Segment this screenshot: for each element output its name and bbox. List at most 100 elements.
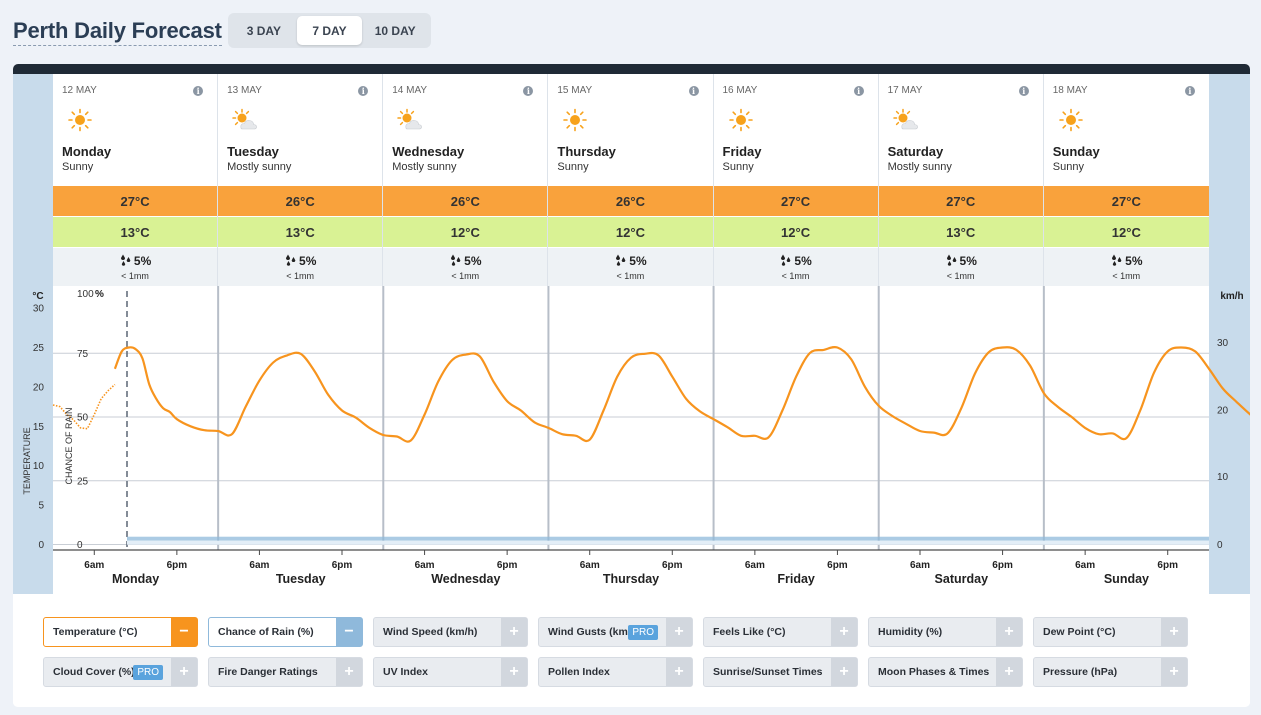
legend-wind-gusts-km-h[interactable]: Wind Gusts (km/h) PRO + [538,617,693,647]
rain-chance-line [127,536,1209,541]
x-tick-label: 6pm [1157,560,1178,571]
rain-drops-icon [945,254,960,268]
x-day-label: Wednesday [431,572,500,586]
x-day-label: Monday [112,572,159,586]
day-date: 14 MAY [392,85,428,96]
add-series-button[interactable]: + [501,658,527,686]
min-temperature: 12°C [383,217,548,247]
legend-humidity[interactable]: Humidity (%) + [868,617,1023,647]
x-tick-label: 6pm [827,560,848,571]
sun-icon [728,108,754,132]
legend-dew-point-c[interactable]: Dew Point (°C) + [1033,617,1188,647]
rain-chance-value: 5% [629,254,647,268]
info-icon[interactable]: i [1184,86,1195,96]
add-series-button[interactable]: + [831,658,857,686]
legend-label: Fire Danger Ratings [218,666,318,678]
rain-unit-label: % [95,289,104,300]
day-column-thursday[interactable]: 15 MAY i Thursday Sunny 26°C 12°C 5% < 1mm [548,74,714,287]
x-tick-label: 6pm [167,560,188,571]
range-10-day-button[interactable]: 10 DAY [374,23,416,38]
temperature-tick-label: 20 [33,382,45,393]
day-date: 18 MAY [1052,85,1088,96]
legend-temperature-c[interactable]: Temperature (°C) − [43,617,198,647]
legend-label: Feels Like (°C) [713,626,786,638]
day-description: Mostly sunny [227,161,292,173]
legend-chance-of-rain[interactable]: Chance of Rain (%) − [208,617,363,647]
rain-chance-value: 5% [794,254,812,268]
day-date: 17 MAY [887,85,923,96]
legend-wind-speed-km-h[interactable]: Wind Speed (km/h) + [373,617,528,647]
x-tick-label: 6am [84,560,104,571]
rain-chance: 5% [218,254,382,268]
day-column-sunday[interactable]: 18 MAY i Sunday Sunny 27°C 12°C 5% < 1mm [1043,74,1209,287]
day-column-monday[interactable]: 12 MAY i Monday Sunny 27°C 13°C 5% < 1mm [53,74,219,287]
legend-cloud-cover[interactable]: Cloud Cover (%) PRO + [43,657,198,687]
temperature-axis-title: TEMPERATURE [22,427,32,494]
x-tick-label: 6am [745,560,765,571]
left-scroll-strip[interactable] [13,74,53,594]
add-series-button[interactable]: + [831,618,857,646]
x-tick-label: 6am [1075,560,1095,571]
add-series-button[interactable]: + [666,658,692,686]
add-series-button[interactable]: + [996,658,1022,686]
legend-label: Cloud Cover (%) [53,666,135,678]
rain-summary: 5% < 1mm [218,248,383,287]
max-temperature: 27°C [878,186,1043,216]
add-series-button[interactable]: + [1161,618,1187,646]
day-column-friday[interactable]: 16 MAY i Friday Sunny 27°C 12°C 5% < 1mm [713,74,879,287]
day-description: Sunny [722,161,754,173]
right-scroll-strip[interactable] [1209,74,1250,594]
legend-pollen-index[interactable]: Pollen Index + [538,657,693,687]
rain-chance-value: 5% [1125,254,1143,268]
x-day-label: Tuesday [276,572,326,586]
add-series-button[interactable]: + [666,618,692,646]
day-description: Mostly sunny [887,161,952,173]
remove-series-button[interactable]: − [171,618,197,646]
legend-feels-like-c[interactable]: Feels Like (°C) + [703,617,858,647]
legend-uv-index[interactable]: UV Index + [373,657,528,687]
x-tick-label: 6pm [332,560,353,571]
add-series-button[interactable]: + [501,618,527,646]
day-column-tuesday[interactable]: 13 MAY i Tuesday Mostly sunny 26°C 13°C 5% < 1m… [218,74,384,287]
add-series-button[interactable]: + [171,658,197,686]
day-column-wednesday[interactable]: 14 MAY i Wednesday Mostly sunny 26°C 12°C 5% < … [383,74,549,287]
x-tick-label: 6am [249,560,269,571]
legend-fire-danger-ratings[interactable]: Fire Danger Ratings + [208,657,363,687]
legend-pressure-hpa[interactable]: Pressure (hPa) + [1033,657,1188,687]
x-day-label: Saturday [935,572,989,586]
legend-label: Moon Phases & Times [878,666,990,678]
day-column-saturday[interactable]: 17 MAY i Saturday Mostly sunny 27°C 13°C 5% < 1… [878,74,1044,287]
info-icon[interactable]: i [688,86,699,96]
rain-chance-value: 5% [133,254,152,268]
remove-series-button[interactable]: − [336,618,362,646]
legend-moon-phases-times[interactable]: Moon Phases & Times + [868,657,1023,687]
info-icon[interactable]: i [1018,86,1029,96]
rain-amount: < 1mm [616,271,645,281]
legend-label: Temperature (°C) [53,626,138,638]
x-tick-label: 6am [415,560,435,571]
range-3-day-button[interactable]: 3 DAY [246,23,281,38]
legend-sunrise-sunset-times[interactable]: Sunrise/Sunset Times + [703,657,858,687]
rain-summary: 5% < 1mm [548,248,713,287]
day-description: Sunny [1052,161,1084,173]
info-icon[interactable]: i [853,86,864,96]
add-series-button[interactable]: + [336,658,362,686]
day-date: 15 MAY [557,85,593,96]
info-icon[interactable]: i [523,86,534,96]
info-icon[interactable]: i [358,86,369,96]
range-7-day-button[interactable]: 7 DAY [296,16,363,45]
min-temperature: 13°C [218,217,383,247]
wind-tick-label: 20 [1217,406,1229,417]
rain-summary: 5% < 1mm [383,248,548,287]
x-axis-band [53,550,1209,594]
add-series-button[interactable]: + [1161,658,1187,686]
temperature-observed-line [52,383,116,430]
x-day-label: Friday [777,572,815,586]
sun-icon [562,108,588,132]
rain-amount: < 1mm [451,271,480,281]
info-icon[interactable]: i [193,86,204,96]
legend-label: Humidity (%) [878,626,943,638]
x-tick-label: 6am [580,560,600,571]
add-series-button[interactable]: + [996,618,1022,646]
